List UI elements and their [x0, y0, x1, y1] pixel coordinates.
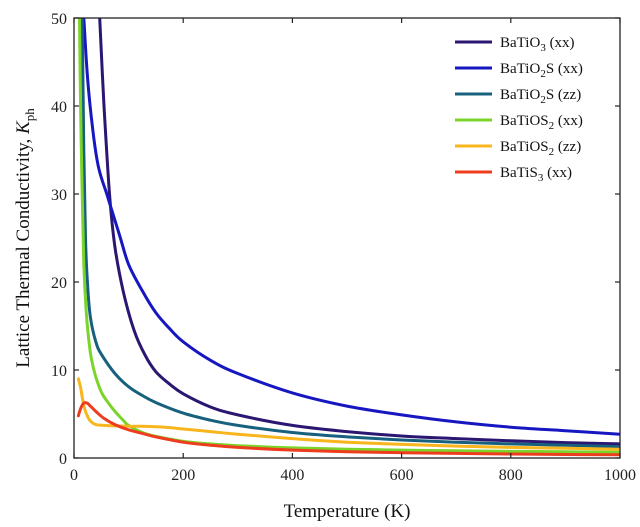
series-line-1 [98, 18, 620, 446]
x-tick-label: 0 [70, 467, 78, 484]
legend-item: BaTiOS2 (xx) [455, 113, 583, 132]
legend-label: BaTiO2S (zz) [500, 87, 581, 106]
y-axis-label-symbol: K [13, 120, 34, 135]
legend-label: BaTiOS2 (xx) [500, 113, 583, 132]
x-tick-label: 200 [171, 467, 195, 484]
series-line-2 [82, 18, 620, 436]
y-tick-label: 10 [51, 363, 67, 380]
ticks-layer: 0 200 400 600 800 1000 0 10 20 30 40 50 [51, 11, 636, 484]
legend-label: BaTiS3 (xx) [500, 165, 572, 184]
x-tick-label: 800 [499, 467, 523, 484]
x-tick-label: 600 [390, 467, 414, 484]
series-layer [76, 18, 620, 457]
series-line-6 [76, 401, 620, 457]
y-axis-label-main: Lattice Thermal Conductivity, [13, 134, 34, 368]
legend-label: BaTiOS2 (zz) [500, 139, 581, 158]
y-tick-label: 40 [51, 99, 67, 116]
y-tick-label: 20 [51, 275, 67, 292]
x-axis-label: Temperature (K) [284, 501, 411, 522]
legend-item: BaTiOS2 (zz) [455, 139, 581, 158]
y-axis-label-subscript: ph [22, 108, 37, 122]
y-axis-label: Lattice Thermal Conductivity, Kph [13, 108, 37, 368]
legend-item: BaTiO2S (xx) [455, 61, 583, 80]
legend-item: BaTiO3 (xx) [455, 35, 575, 54]
plot-frame [73, 17, 621, 459]
legend-item: BaTiS3 (xx) [455, 165, 572, 184]
legend-item: BaTiO2S (zz) [455, 87, 581, 106]
y-tick-label: 50 [51, 11, 67, 28]
series-line-4 [78, 18, 620, 454]
y-tick-label: 30 [51, 187, 67, 204]
y-tick-label: 0 [59, 451, 67, 468]
legend-label: BaTiO3 (xx) [500, 35, 575, 54]
legend-label: BaTiO2S (xx) [500, 61, 583, 80]
series-line-5 [76, 377, 620, 451]
x-tick-label: 1000 [604, 467, 636, 484]
series-line-3 [80, 18, 620, 449]
x-tick-label: 400 [280, 467, 304, 484]
legend: BaTiO3 (xx) BaTiO2S (xx) BaTiO2S (zz) BaTiO… [455, 35, 583, 184]
